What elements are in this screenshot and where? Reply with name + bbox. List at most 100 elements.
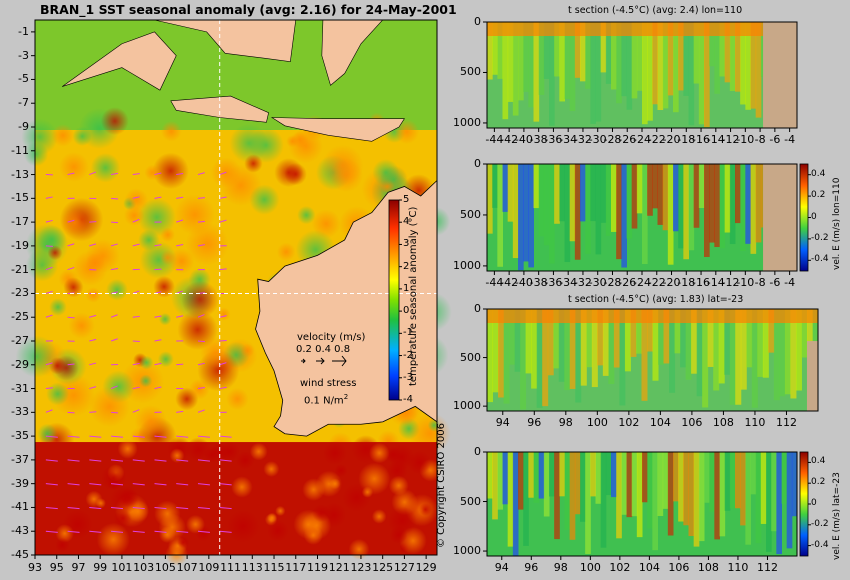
panel-stripe [487, 164, 493, 234]
panel-stripe [558, 309, 565, 382]
map-ytick-label: -9 [18, 120, 29, 133]
panel-colorbar-tick-label: -0.4 [811, 254, 829, 265]
panel-stripe [719, 452, 726, 537]
wind-arrow [111, 483, 124, 486]
wind-arrow [67, 435, 80, 438]
panel-ytick-label: 1000 [453, 115, 481, 129]
wind-arrow [45, 435, 58, 438]
panel-xtick-label: -38 [529, 276, 548, 289]
wind-arrow [132, 196, 140, 199]
wind-arrow [89, 314, 97, 318]
panel-colorbar-tick-label: 0.2 [811, 477, 826, 488]
panel-stripe [518, 164, 524, 271]
wind-arrow [89, 243, 97, 247]
panel-stripe [631, 164, 638, 229]
panel-stripe [569, 22, 576, 112]
panel-stripe [709, 452, 715, 512]
wind-arrow [154, 172, 162, 176]
panel-ytick-label: 0 [474, 302, 481, 315]
panel-stripe [616, 164, 622, 260]
wind-arrow [197, 314, 205, 318]
panel-stripe [492, 309, 499, 393]
panel-stripe [636, 164, 643, 214]
panel-stripe [621, 164, 627, 268]
panel-ytick-label: 1000 [453, 544, 481, 558]
panel-ytick-label: 500 [460, 207, 481, 221]
panel-stripe [642, 22, 648, 125]
wind-arrow [154, 506, 167, 510]
panel-stripe [652, 309, 659, 381]
panel-stripe [523, 164, 529, 262]
panel-stripe [569, 309, 576, 389]
wind-arrow [132, 243, 140, 247]
panel-stripe [487, 309, 494, 403]
wind-arrow [176, 219, 184, 223]
panel-ytick-label: 0 [474, 157, 481, 170]
panel-ytick-label: 0 [474, 15, 481, 28]
panel-stripe [667, 452, 674, 536]
wind-arrow [67, 266, 75, 271]
map-ytick-label: -37 [11, 452, 29, 466]
map-xtick-label: 107 [176, 561, 198, 574]
panel-stripe [547, 309, 554, 376]
wind-arrow [197, 386, 205, 390]
panel-stripe [662, 22, 669, 109]
panel-stripe [735, 164, 741, 224]
panel-xtick-label: -28 [603, 276, 622, 289]
panel-xtick-label: 108 [697, 561, 719, 574]
panel-xtick-label: 112 [775, 416, 797, 429]
wind-arrow [219, 315, 227, 318]
panel-stripe [520, 309, 527, 410]
panel-stripe [605, 22, 612, 84]
map-xtick-label: 109 [198, 561, 220, 574]
map-colorbar-tick-label: 2 [403, 260, 410, 272]
panel-stripe [514, 309, 521, 372]
panel-stripe [713, 309, 720, 391]
panel-xtick-label: -34 [559, 276, 578, 289]
map-ytick-label: -45 [11, 548, 29, 561]
wind-arrow [110, 385, 118, 390]
wind-arrow [132, 459, 145, 462]
panel-stripe [641, 309, 648, 401]
section-panel-4 [483, 451, 811, 560]
panel-xtick-label: -30 [588, 276, 607, 289]
panel-stripe [704, 164, 710, 257]
map-ytick-label: -29 [11, 357, 29, 371]
wind-arrow [176, 410, 184, 413]
panel-stripe [635, 309, 642, 354]
wind-arrow [219, 530, 232, 533]
panel-stripe [564, 452, 571, 530]
panel-colorbar-tick-label: 0 [811, 211, 817, 222]
panel-stripe [613, 309, 620, 368]
panel-stripe [766, 452, 772, 552]
panel-stripe [636, 22, 643, 91]
panel-stripe [702, 309, 709, 408]
map-colorbar-tick-label: -2 [403, 349, 413, 361]
wind-arrow [176, 315, 184, 318]
panel-stripe [533, 22, 540, 122]
wind-arrow [45, 219, 53, 223]
wind-arrow [67, 506, 80, 510]
map-ytick-label: -19 [11, 238, 29, 252]
panel-stripe [683, 164, 689, 260]
panel-stripe [580, 452, 586, 522]
panel-stripe [597, 309, 604, 366]
wind-arrow [89, 362, 97, 366]
panel-stripe [503, 309, 510, 404]
panel-stripe [646, 309, 653, 352]
panel-stripe [696, 309, 703, 397]
panel-stripe [745, 22, 751, 110]
panel-stripe [487, 452, 493, 499]
wind-arrow [197, 459, 210, 462]
panel-stripe [812, 309, 819, 360]
wind-arrow [154, 459, 167, 462]
map-ytick-label: -15 [11, 191, 29, 205]
map-xtick-label: 111 [220, 561, 242, 574]
panel-xtick-label: -44 [485, 276, 504, 289]
panel-stripe [667, 164, 674, 265]
map-colorbar-tick-label: -1 [403, 327, 413, 339]
panel-stripe [543, 22, 550, 79]
panel-xtick-label: -40 [514, 276, 533, 289]
panel-stripe [729, 22, 736, 92]
panel-stripe [779, 309, 786, 397]
